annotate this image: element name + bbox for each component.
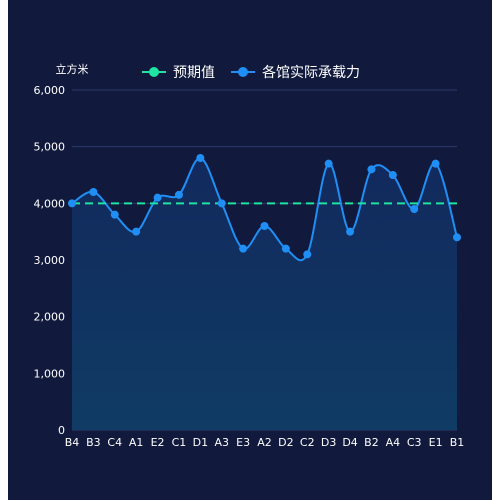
data-point-e2[interactable] [153,193,162,202]
legend-marker-expected [149,67,159,77]
data-point-a2[interactable] [260,222,269,230]
data-point-c4[interactable] [110,210,119,219]
legend-item-expected[interactable]: 预期值 [142,65,215,81]
y-tick-label: 6,000 [34,84,66,97]
legend: 预期值 各馆实际承载力 [142,65,360,81]
x-tick-label: E2 [151,436,165,449]
x-tick-label: A2 [257,436,272,449]
data-point-c3[interactable] [410,205,419,213]
legend-item-actual[interactable]: 各馆实际承载力 [231,65,360,81]
data-point-d1[interactable] [196,154,205,162]
data-point-d4[interactable] [346,227,355,236]
x-axis: B4 B3 C4 A1 E2 C1 D1 A3 E3 A2 D2 C2 D3 D4 B2 A4 C3 E1 B1 [65,436,465,449]
x-tick-label: B3 [86,436,101,449]
x-tick-label: C4 [107,436,122,449]
data-point-a4[interactable] [388,171,397,179]
data-point-e1[interactable] [431,159,440,168]
x-tick-label: D4 [342,436,357,449]
legend-marker-actual [238,67,248,77]
data-point-d3[interactable] [324,159,333,168]
x-tick-label: D1 [193,436,208,449]
data-point-b4[interactable] [68,199,76,208]
data-point-e3[interactable] [239,244,248,253]
x-tick-label: B4 [65,436,80,449]
x-tick-label: C1 [172,436,187,449]
data-points [68,154,461,259]
data-point-a3[interactable] [217,199,226,208]
y-tick-label: 1,000 [34,367,66,380]
x-tick-label: B2 [364,436,379,449]
data-point-d2[interactable] [281,244,290,253]
x-tick-label: C3 [407,436,422,449]
x-tick-label: A3 [214,436,229,449]
data-point-c2[interactable] [303,250,312,259]
y-tick-label: 3,000 [34,254,66,267]
x-tick-label: A4 [386,436,401,449]
data-point-b2[interactable] [367,165,376,174]
y-tick-label: 0 [58,424,65,437]
y-tick-label: 4,000 [34,197,66,210]
y-tick-label: 2,000 [34,311,66,324]
x-tick-label: B1 [450,436,465,449]
data-point-a1[interactable] [132,227,141,236]
data-point-c1[interactable] [174,190,183,199]
legend-label-actual: 各馆实际承载力 [262,65,360,81]
x-tick-label: C2 [300,436,315,449]
x-tick-label: A1 [129,436,144,449]
x-tick-label: E1 [429,436,443,449]
x-tick-label: D3 [321,436,336,449]
x-tick-label: D2 [278,436,293,449]
legend-label-expected: 预期值 [173,65,215,81]
actual-area-fill [72,157,457,431]
x-tick-label: E3 [236,436,250,449]
y-axis-unit-label: 立方米 [56,62,89,76]
data-point-b1[interactable] [453,233,461,242]
y-tick-label: 5,000 [34,141,66,154]
actual-area [72,157,457,431]
data-point-b3[interactable] [89,188,98,196]
y-axis: 0 1,000 2,000 3,000 4,000 5,000 6,000 [34,84,66,437]
